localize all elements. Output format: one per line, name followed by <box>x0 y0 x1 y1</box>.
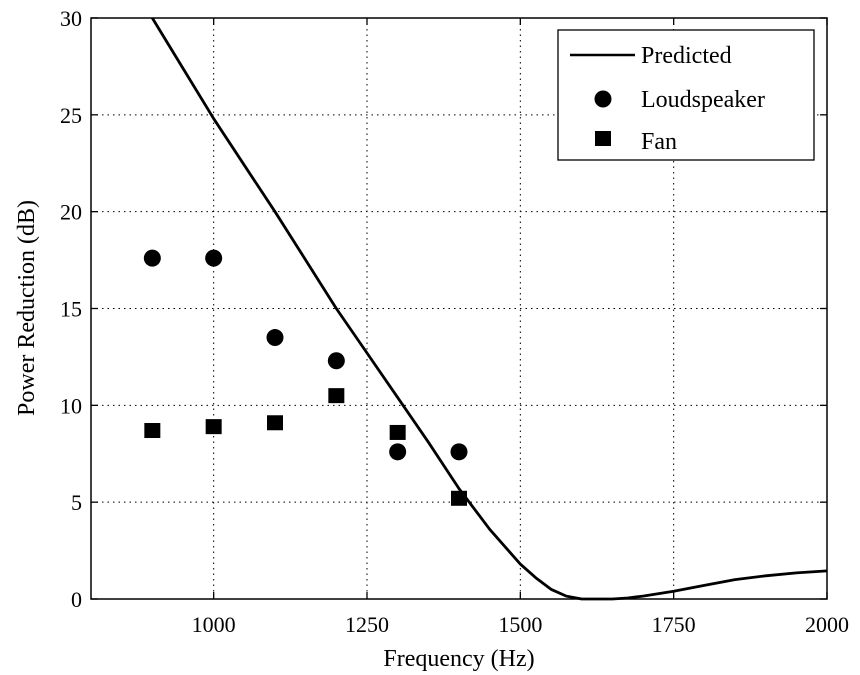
series-line-predicted <box>151 17 828 601</box>
data-point-loudspeaker <box>450 443 468 461</box>
data-point-loudspeaker <box>389 443 407 461</box>
data-point-loudspeaker <box>266 329 284 347</box>
y-tick-label: 20 <box>60 200 82 225</box>
y-tick-label: 5 <box>71 490 82 515</box>
data-point-loudspeaker <box>205 249 223 267</box>
y-tick-label: 30 <box>60 6 82 31</box>
legend-label-predicted: Predicted <box>641 43 732 69</box>
legend: Predicted Loudspeaker Fan <box>557 29 815 161</box>
y-tick-label: 25 <box>60 103 82 128</box>
legend-label-fan: Fan <box>641 129 677 155</box>
data-point-fan <box>389 424 406 440</box>
data-point-fan <box>144 423 161 439</box>
x-tick-label: 2000 <box>805 612 849 637</box>
grid-lines <box>91 18 827 599</box>
y-tick-label: 0 <box>71 587 82 612</box>
x-tick-label: 1750 <box>652 612 696 637</box>
y-tick-label: 15 <box>60 297 82 322</box>
legend-label-loudspeaker: Loudspeaker <box>641 87 765 113</box>
data-point-fan <box>451 490 467 506</box>
data-point-fan <box>205 419 222 435</box>
data-point-fan <box>267 415 283 431</box>
x-axis-label: Frequency (Hz) <box>383 646 534 672</box>
x-tick-label: 1500 <box>498 612 542 637</box>
series-layer <box>143 17 828 601</box>
axis-ticks: 1000 1250 1500 1750 2000 0 5 10 15 20 25 30 <box>60 6 849 637</box>
y-tick-label: 10 <box>60 393 82 418</box>
legend-marker-loudspeaker <box>594 90 612 108</box>
y-axis-label: Power Reduction (dB) <box>14 200 40 416</box>
data-point-loudspeaker <box>327 352 345 370</box>
data-point-fan <box>328 388 345 404</box>
x-tick-label: 1250 <box>345 612 389 637</box>
x-tick-label: 1000 <box>192 612 236 637</box>
data-point-loudspeaker <box>143 249 161 267</box>
legend-marker-fan <box>595 131 611 146</box>
